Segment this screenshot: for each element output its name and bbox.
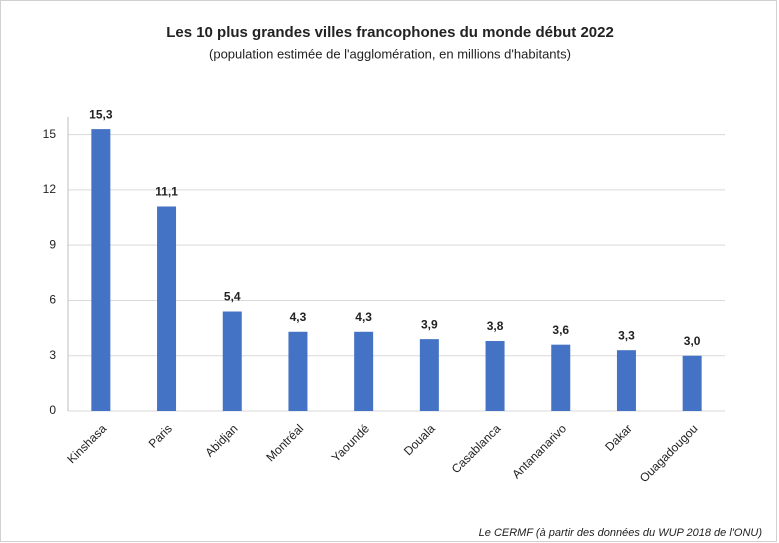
value-label: 3,3 [618, 328, 635, 342]
chart-subtitle: (population estimée de l'agglomération, … [209, 46, 571, 61]
bar [551, 344, 571, 411]
bar [682, 355, 702, 411]
bar [157, 206, 177, 411]
y-tick-label: 3 [49, 348, 56, 362]
value-label: 5,4 [224, 290, 241, 304]
value-label: 11,1 [155, 185, 178, 199]
value-label: 15,3 [89, 107, 113, 121]
bar [91, 129, 111, 412]
y-tick-label: 15 [43, 127, 57, 141]
bar [616, 350, 636, 411]
value-label: 3,9 [421, 317, 438, 331]
bar [485, 340, 505, 411]
source-note: Le CERMF (à partir des données du WUP 20… [479, 527, 763, 539]
bar [419, 339, 439, 411]
bar [354, 331, 374, 411]
bar [288, 331, 308, 411]
y-tick-label: 0 [49, 403, 56, 417]
value-label: 3,6 [552, 323, 569, 337]
value-label: 3,0 [684, 334, 701, 348]
y-tick-label: 12 [43, 182, 57, 196]
y-tick-label: 9 [49, 237, 56, 251]
value-label: 4,3 [290, 310, 307, 324]
value-label: 4,3 [355, 310, 372, 324]
value-label: 3,8 [487, 319, 504, 333]
chart-title: Les 10 plus grandes villes francophones … [166, 24, 614, 41]
y-tick-label: 6 [49, 293, 56, 307]
bar [222, 311, 242, 411]
